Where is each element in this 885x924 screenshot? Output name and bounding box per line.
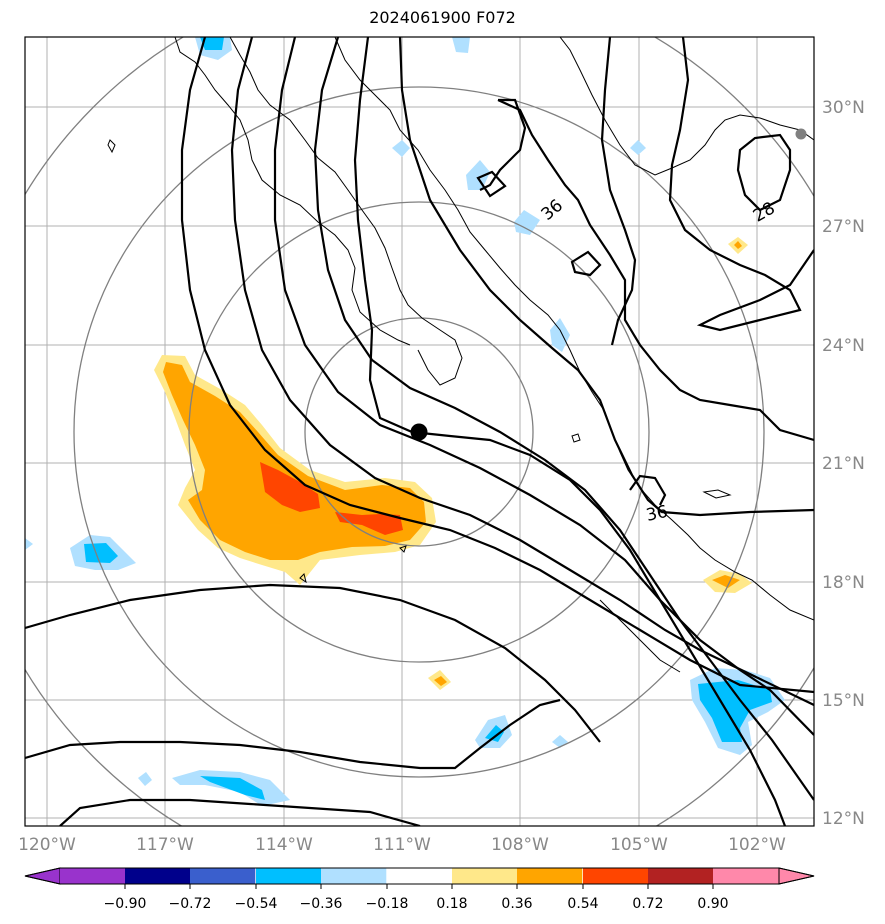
contour-9 (398, 37, 814, 517)
colorbar-tick-label: 0.90 (697, 896, 728, 912)
range-ring-2 (188, 201, 650, 663)
coast-baja-west (174, 37, 411, 346)
contour-3 (59, 798, 421, 826)
colorbar-tick-label: −0.36 (300, 896, 343, 912)
contour-6 (273, 37, 814, 736)
height-contours (25, 37, 814, 826)
contour-1 (25, 583, 601, 743)
shade-lightblue-mid1 (466, 160, 490, 190)
contour-2 (25, 698, 561, 770)
shade-blue-sw (200, 776, 265, 800)
colorbar-seg-6 (452, 868, 518, 884)
shade-red-1 (260, 462, 320, 512)
coast-texas (559, 37, 814, 176)
colorbar-tick-labels: −0.90 −0.72 −0.54 −0.36 −0.18 0.18 0.36 … (104, 896, 729, 912)
lat-label-12n: 12°N (822, 809, 865, 829)
secondary-marker (795, 128, 807, 140)
colorbar-tick-label: −0.72 (169, 896, 212, 912)
contour-12 (668, 37, 814, 332)
coast-islet2 (571, 433, 581, 443)
colorbar-seg-5 (387, 868, 453, 884)
shade-lightblue-mid5 (630, 140, 646, 155)
colorbar-outline (24, 867, 815, 885)
range-ring-1 (304, 317, 534, 547)
storm-center-marker (410, 423, 428, 441)
coast-islet4 (399, 545, 407, 553)
lon-label-120w: 120°W (18, 835, 76, 855)
contour-11 (600, 37, 637, 346)
colorbar-seg-0b (60, 868, 126, 884)
shade-lightblue-mid2 (514, 210, 540, 235)
lat-label-15n: 15°N (822, 691, 865, 711)
shade-orange-small-1 (434, 676, 447, 686)
shade-orange-small-2 (712, 575, 740, 588)
shade-lightblue-north2 (452, 37, 470, 53)
lon-label-108w: 108°W (491, 835, 549, 855)
contour-small-loop-2 (570, 250, 602, 277)
longitude-labels: 120°W 117°W 114°W 111°W 108°W 105°W 102°… (18, 835, 786, 855)
colorbar-seg-7 (517, 868, 583, 884)
shade-blue-south (485, 725, 504, 742)
shade-lightblue-mid3 (550, 318, 570, 352)
shade-lightblue-small2 (138, 772, 152, 786)
contour-4 (180, 37, 814, 694)
lat-label-30n: 30°N (822, 98, 865, 118)
coast-islet1 (107, 139, 116, 154)
colorbar: −0.90 −0.72 −0.54 −0.36 −0.18 0.18 0.36 … (24, 867, 815, 912)
colorbar-seg-3 (256, 868, 322, 884)
shade-orange-main (163, 362, 426, 560)
range-ring-3 (73, 86, 765, 778)
colorbar-seg-8 (583, 868, 649, 884)
colorbar-tick-label: −0.54 (235, 896, 278, 912)
colorbar-seg-4 (321, 868, 387, 884)
contour-7 (313, 37, 814, 801)
shade-red-2 (335, 512, 403, 535)
shade-blue-north1 (200, 37, 224, 50)
coast-islet3 (299, 573, 307, 584)
shade-orange-small-3 (734, 241, 742, 249)
contour-label-36-lower: 36 (644, 502, 669, 526)
colorbar-tick-label: 0.54 (567, 896, 598, 912)
lat-label-27n: 27°N (822, 217, 865, 237)
positive-anomaly-shading (154, 237, 752, 690)
contour-10 (497, 98, 814, 442)
coastlines (107, 37, 814, 673)
contour-5 (230, 37, 814, 706)
lat-label-18n: 18°N (822, 573, 865, 593)
colorbar-seg-10 (713, 868, 779, 884)
lon-label-117w: 117°W (136, 835, 194, 855)
coast-baja-east (229, 37, 463, 386)
lat-label-21n: 21°N (822, 454, 865, 474)
colorbar-tick-marks (124, 884, 714, 889)
shade-blue-west (84, 543, 118, 563)
colorbar-tick-label: 0.72 (632, 896, 663, 912)
contour-8-center (353, 37, 787, 826)
lon-label-111w: 111°W (373, 835, 431, 855)
colorbar-seg-9 (648, 868, 714, 884)
lon-label-105w: 105°W (610, 835, 668, 855)
colorbar-tick-label: 0.18 (436, 896, 467, 912)
contour-small-loop (476, 170, 507, 198)
colorbar-tick-label: −0.18 (366, 896, 409, 912)
lon-label-102w: 102°W (728, 835, 786, 855)
lon-label-114w: 114°W (255, 835, 313, 855)
shade-lightblue-edge (25, 538, 33, 550)
colorbar-seg-1 (125, 868, 191, 884)
colorbar-seg-2 (190, 868, 256, 884)
contour-36-lower (629, 474, 667, 506)
map-frame (24, 36, 815, 827)
map-title: 2024061900 F072 (369, 8, 516, 27)
contour-10-lobe (479, 98, 527, 191)
range-rings (25, 37, 814, 826)
contour-28-loop (736, 133, 792, 212)
colorbar-tick-label: −0.90 (104, 896, 147, 912)
lat-label-24n: 24°N (822, 336, 865, 356)
coast-island (702, 489, 732, 499)
colorbar-tick-label: 0.36 (501, 896, 532, 912)
latitude-labels: 30°N 27°N 24°N 21°N 18°N 15°N 12°N (822, 98, 865, 829)
colorbar-seg-0 (24, 867, 61, 885)
colorbar-seg-10b (778, 867, 815, 885)
shade-lightblue-mid4 (392, 140, 410, 157)
